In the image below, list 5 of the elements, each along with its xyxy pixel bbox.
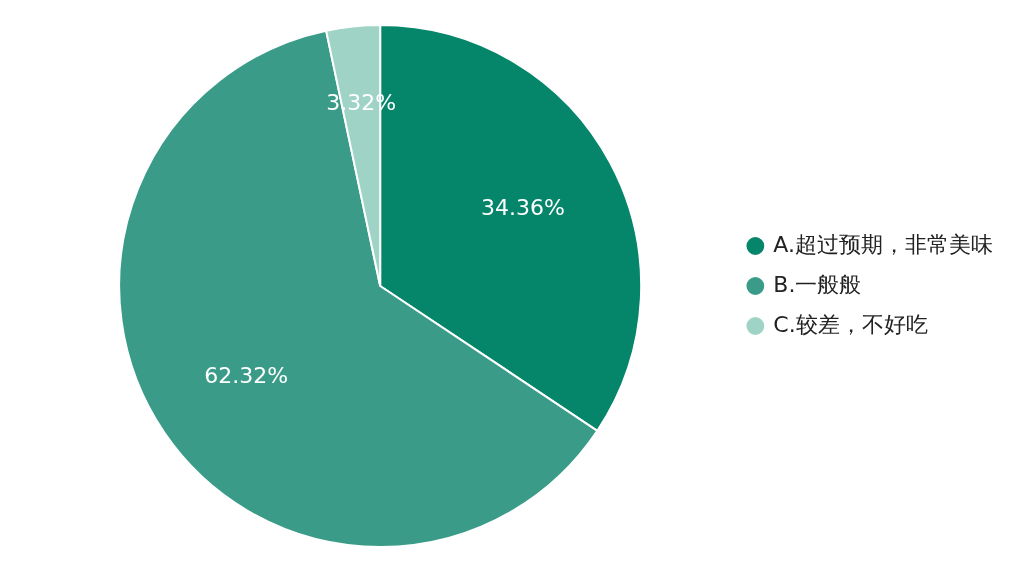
legend-label: B.一般般 <box>773 271 862 297</box>
legend-label: A.超过预期，非常美味 <box>773 231 993 257</box>
legend-label: C.较差，不好吃 <box>773 311 928 337</box>
data-label: 62.32% <box>204 362 289 388</box>
data-label: 34.36% <box>480 195 565 221</box>
